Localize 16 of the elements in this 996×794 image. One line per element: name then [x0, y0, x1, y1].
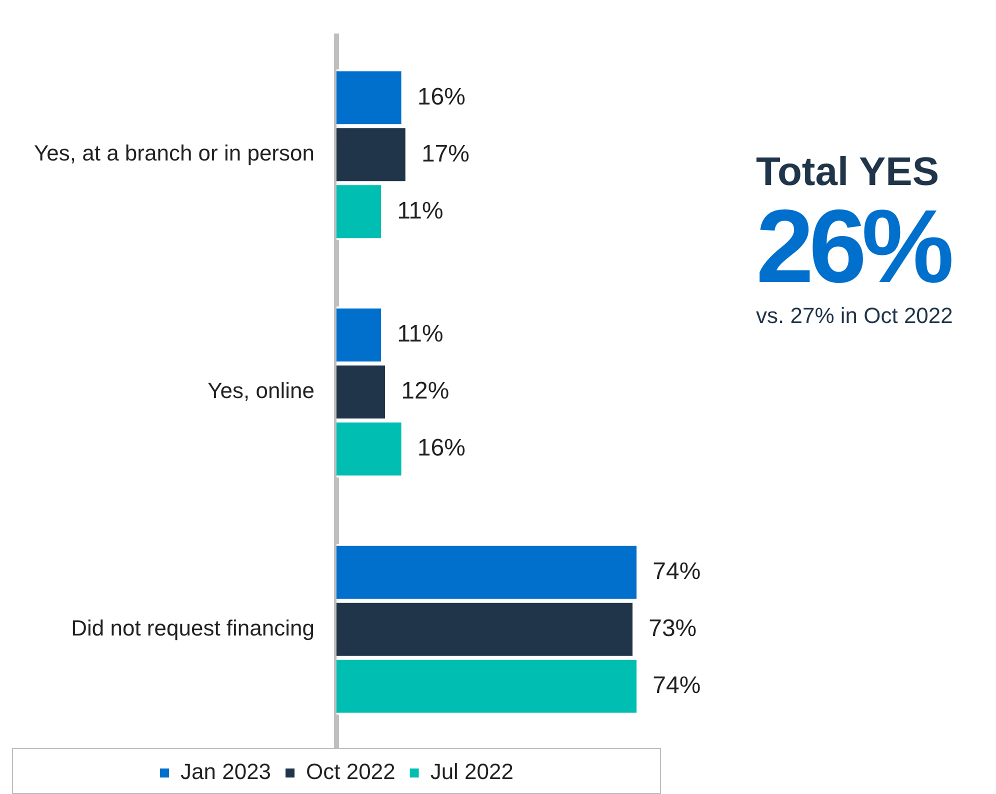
data-label: 17% [421, 140, 470, 168]
data-label: 11% [397, 320, 444, 348]
y-tick-label: Yes, at a branch or in person [34, 140, 314, 166]
y-tick-label: Yes, online [208, 378, 314, 404]
data-label: 74% [652, 672, 701, 699]
data-label: 16% [417, 434, 466, 462]
data-label: 74% [652, 558, 701, 585]
legend-label: Oct 2022 [306, 759, 396, 784]
data-label: 16% [417, 83, 466, 110]
legend-label: Jan 2023 [180, 759, 272, 784]
data-label: 11% [397, 197, 444, 224]
data-label: 73% [648, 614, 697, 642]
text: vs. 27% in Oct 2022 [756, 303, 953, 329]
y-tick-label: Did not request financing [71, 615, 314, 640]
data-label: 12% [401, 378, 450, 405]
legend-label: Jul 2022 [430, 759, 514, 784]
